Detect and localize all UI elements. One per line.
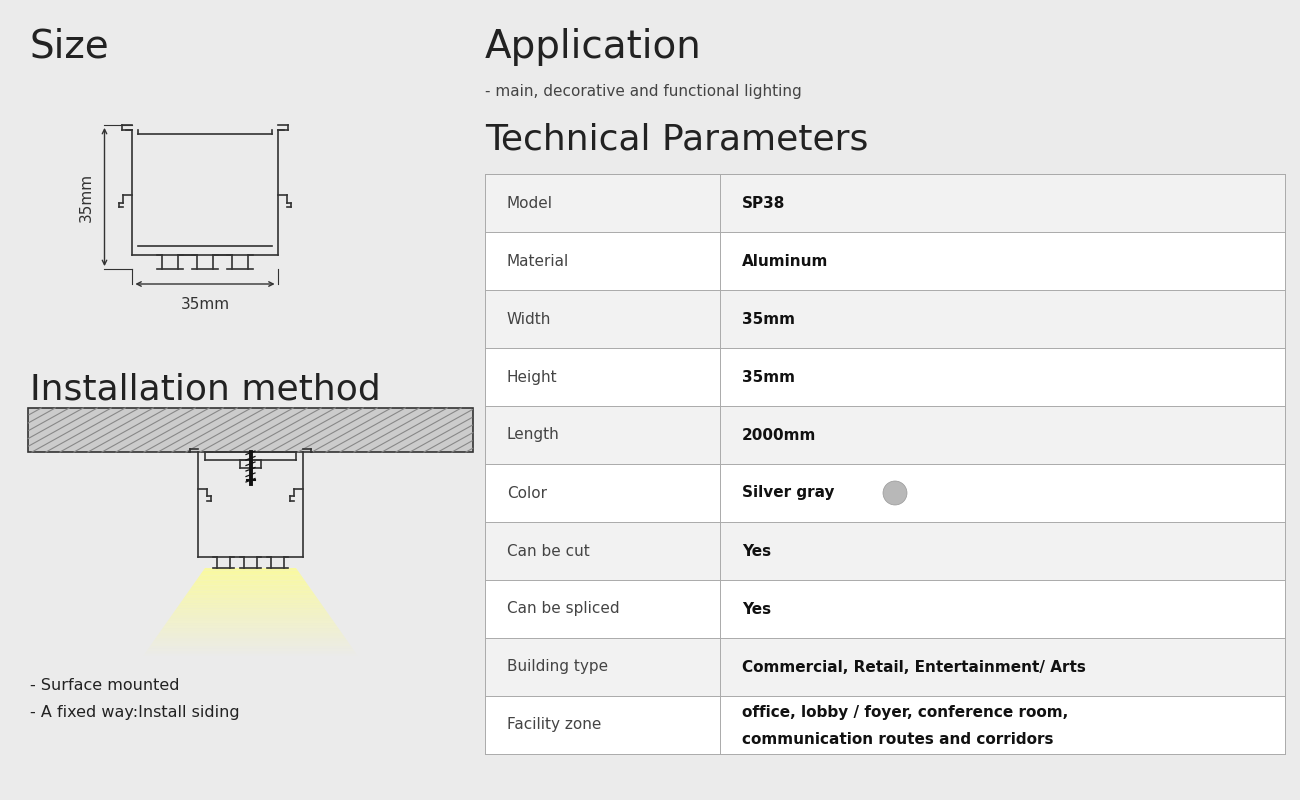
Polygon shape [173, 610, 328, 614]
Polygon shape [181, 601, 321, 603]
Polygon shape [187, 590, 313, 593]
Bar [485, 406, 1284, 464]
Text: Size: Size [30, 28, 109, 66]
Text: Building type: Building type [507, 659, 608, 674]
Polygon shape [196, 578, 306, 581]
Bar [485, 696, 1284, 754]
Polygon shape [172, 614, 330, 616]
Polygon shape [150, 643, 351, 646]
Text: Length: Length [507, 427, 560, 442]
Text: 35mm: 35mm [79, 173, 94, 222]
Text: 35mm: 35mm [742, 311, 796, 326]
Polygon shape [153, 638, 347, 641]
Polygon shape [148, 646, 352, 649]
Polygon shape [198, 575, 303, 578]
Bar [485, 522, 1284, 580]
Text: Can be cut: Can be cut [507, 543, 590, 558]
Text: - main, decorative and functional lighting: - main, decorative and functional lighti… [485, 84, 802, 99]
Bar [485, 638, 1284, 696]
Text: - Surface mounted: - Surface mounted [30, 678, 179, 693]
Bar [485, 232, 1284, 290]
Text: Yes: Yes [742, 543, 771, 558]
Circle shape [883, 481, 907, 505]
Text: Height: Height [507, 370, 558, 385]
Bar [485, 580, 1284, 638]
Text: Material: Material [507, 254, 569, 269]
Polygon shape [192, 583, 308, 586]
Polygon shape [203, 568, 298, 570]
Polygon shape [159, 631, 342, 634]
Text: communication routes and corridors: communication routes and corridors [742, 731, 1053, 746]
Text: Can be spliced: Can be spliced [507, 602, 620, 617]
Text: 35mm: 35mm [181, 297, 230, 312]
Bar [485, 348, 1284, 406]
Polygon shape [176, 608, 326, 610]
Text: Commercial, Retail, Entertainment/ Arts: Commercial, Retail, Entertainment/ Arts [742, 659, 1086, 674]
Polygon shape [147, 649, 355, 651]
Polygon shape [157, 634, 343, 636]
Text: Installation method: Installation method [30, 372, 381, 406]
Text: office, lobby / foyer, conference room,: office, lobby / foyer, conference room, [742, 706, 1069, 721]
Polygon shape [202, 570, 299, 573]
Text: Model: Model [507, 195, 552, 210]
Text: Color: Color [507, 486, 547, 501]
Text: 35mm: 35mm [742, 370, 796, 385]
Bar [485, 174, 1284, 232]
Polygon shape [164, 623, 337, 626]
Polygon shape [168, 618, 333, 621]
Polygon shape [191, 586, 311, 588]
Polygon shape [156, 636, 346, 638]
Polygon shape [161, 628, 341, 631]
Text: Facility zone: Facility zone [507, 718, 602, 733]
Polygon shape [169, 616, 332, 618]
Bar [485, 464, 1284, 522]
Polygon shape [178, 603, 322, 606]
Polygon shape [152, 641, 350, 643]
Polygon shape [166, 621, 335, 623]
Text: - A fixed way:Install siding: - A fixed way:Install siding [30, 705, 239, 720]
Polygon shape [162, 626, 338, 628]
Text: Yes: Yes [742, 602, 771, 617]
Text: Aluminum: Aluminum [742, 254, 828, 269]
Bar [29, 408, 473, 452]
Polygon shape [186, 593, 316, 596]
Polygon shape [177, 606, 324, 608]
Polygon shape [182, 598, 318, 601]
Text: Silver gray: Silver gray [742, 486, 835, 501]
Polygon shape [188, 588, 312, 590]
Polygon shape [183, 596, 317, 598]
Text: Technical Parameters: Technical Parameters [485, 122, 868, 156]
Text: SP38: SP38 [742, 195, 785, 210]
Text: 2000mm: 2000mm [742, 427, 816, 442]
Text: Application: Application [485, 28, 702, 66]
Bar [485, 290, 1284, 348]
Polygon shape [195, 581, 307, 583]
Text: Width: Width [507, 311, 551, 326]
Polygon shape [200, 573, 302, 575]
